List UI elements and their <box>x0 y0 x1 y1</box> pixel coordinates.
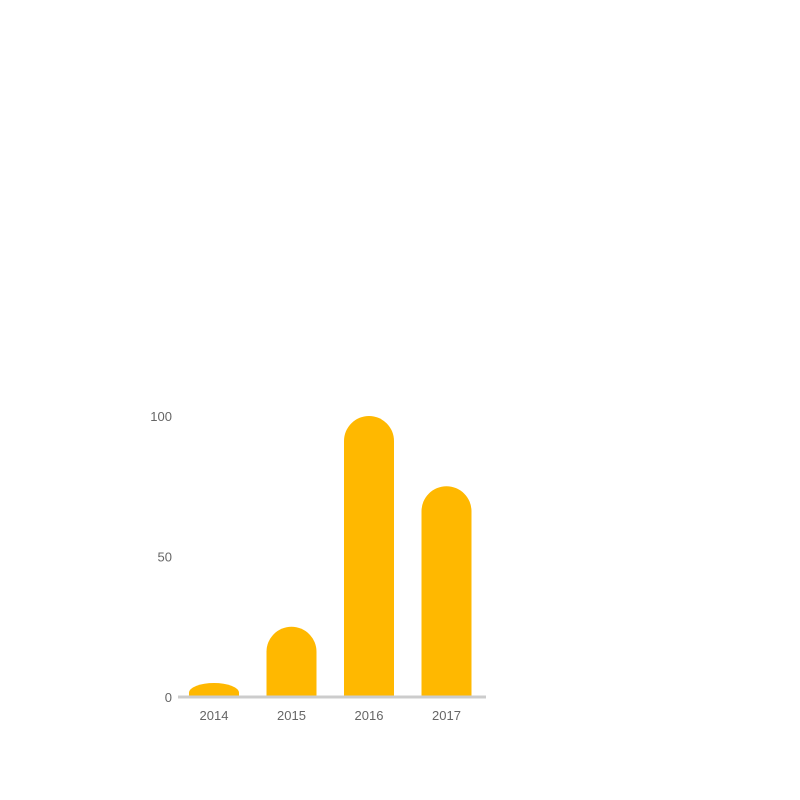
x-axis-tick-labels: 2014 2015 2016 2017 <box>200 708 461 723</box>
x-tick-label-2014: 2014 <box>200 708 229 723</box>
y-axis-tick-labels: 0 50 100 <box>150 409 172 705</box>
bar-2017[interactable] <box>421 486 472 697</box>
x-tick-label-2016: 2016 <box>355 708 384 723</box>
bar-2015[interactable] <box>266 626 317 697</box>
bar-2016[interactable] <box>344 416 394 697</box>
bar-2014[interactable] <box>189 682 239 697</box>
bars-group <box>189 416 472 697</box>
y-tick-label: 50 <box>158 550 172 565</box>
x-tick-label-2015: 2015 <box>277 708 306 723</box>
y-tick-label: 0 <box>165 690 172 705</box>
x-tick-label-2017: 2017 <box>432 708 461 723</box>
y-tick-label: 100 <box>150 409 172 424</box>
